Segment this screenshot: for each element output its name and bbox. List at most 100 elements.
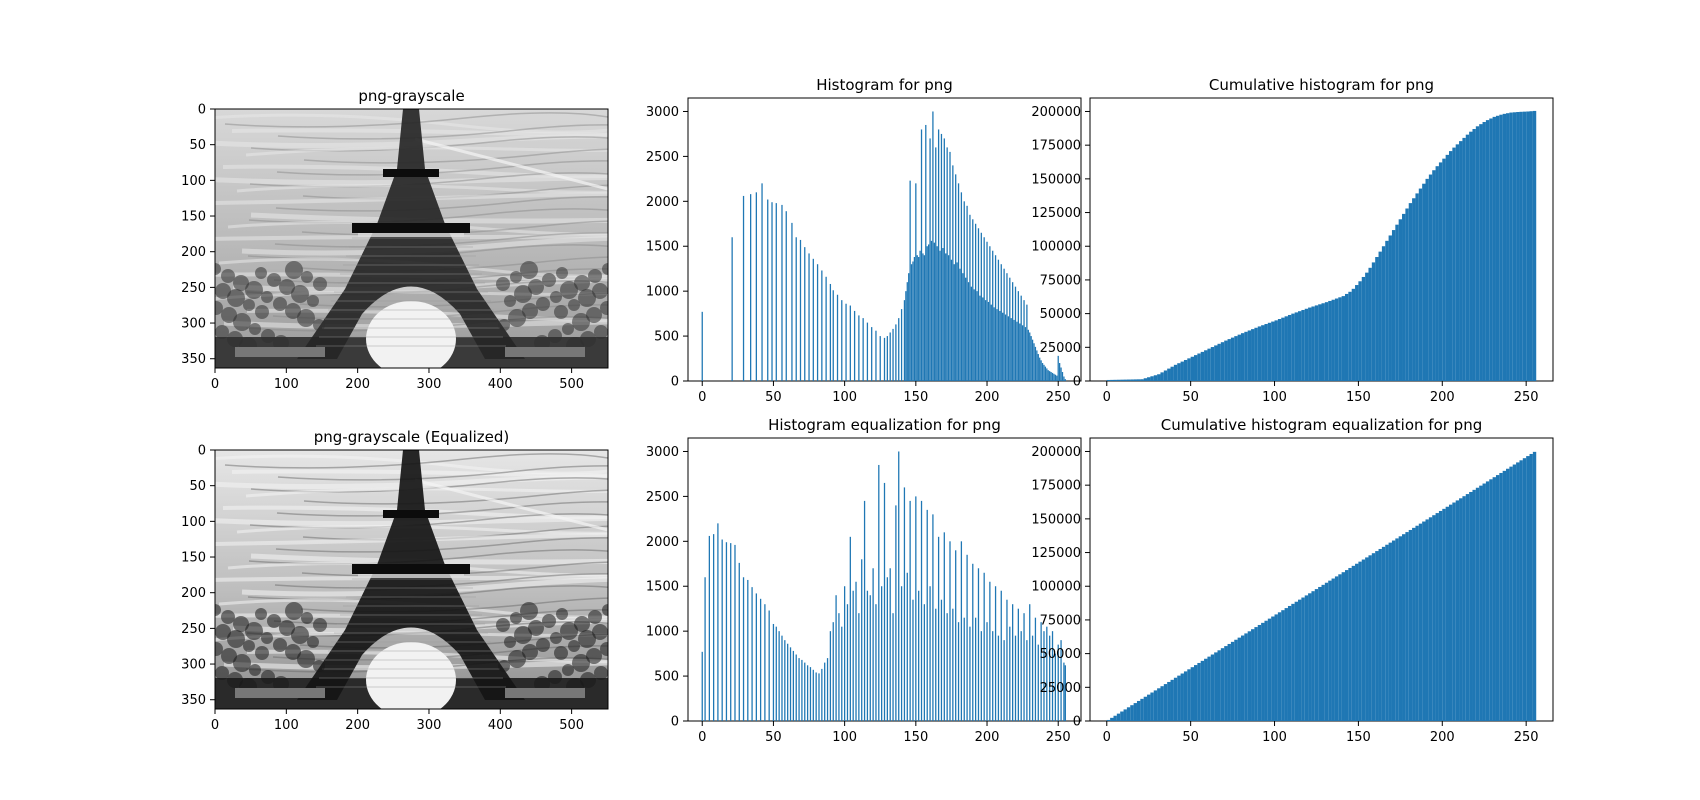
cumulative-bar [1432, 515, 1436, 721]
cumulative-bar [1224, 646, 1228, 721]
histogram-bar [923, 255, 926, 381]
cumulative-bar [1368, 267, 1372, 381]
tree-foliage [279, 279, 295, 295]
histogram-bar [1049, 371, 1051, 381]
tree-foliage [221, 610, 235, 624]
cumulative-bar [1402, 534, 1406, 721]
y-tick-label: 50 [189, 138, 206, 153]
cumulative-bar [1298, 599, 1302, 721]
y-tick-label: 150 [181, 551, 206, 566]
cumulative-bar [1398, 536, 1403, 721]
cumulative-bar [1512, 112, 1517, 381]
cumulative-bar [1495, 115, 1500, 381]
histogram-bar [997, 635, 1000, 721]
bench [235, 347, 325, 357]
cumulative-bar [1485, 481, 1490, 721]
histogram-bar [1064, 665, 1066, 721]
histogram-bar [836, 294, 839, 381]
tree-foliage [245, 281, 263, 299]
cumulative-bar [1442, 508, 1446, 721]
histogram-bar [1040, 360, 1042, 381]
tree-foliage [522, 644, 538, 660]
x-tick-label: 0 [698, 390, 706, 405]
histogram-bar [1007, 316, 1010, 381]
cumulative-bar [1177, 675, 1181, 721]
tree-foliage [578, 630, 596, 648]
cumulative-bar [1210, 654, 1215, 721]
histogram-bar [918, 257, 920, 381]
x-tick-label: 100 [832, 730, 857, 745]
histogram-bar [923, 604, 926, 721]
histogram-bar [920, 500, 923, 721]
y-tick-label: 150000 [1031, 512, 1081, 527]
y-tick-label: 150 [181, 210, 206, 225]
cumulative-bar [1240, 635, 1245, 721]
histogram-bar [945, 253, 947, 381]
histogram-bar [1050, 372, 1052, 381]
histogram-bar [1047, 370, 1049, 381]
cumulative-bar [1150, 376, 1154, 381]
histogram-bar [1020, 631, 1022, 721]
cumulative-bar [1361, 276, 1366, 381]
cloud-streak [250, 553, 608, 565]
tree-foliage [556, 608, 568, 620]
cumulative-bar [1516, 462, 1520, 721]
tree-foliage [227, 289, 245, 307]
cumulative-bar [1116, 713, 1121, 721]
cumulative-bar [1147, 694, 1151, 721]
tree-foliage [514, 626, 532, 644]
histogram-bar [960, 192, 963, 381]
histogram-bar [972, 563, 974, 721]
histogram-bar [937, 536, 940, 721]
cumulative-bar [1274, 320, 1278, 381]
histogram-bar [935, 608, 937, 721]
histogram-bar [959, 268, 961, 381]
cumulative-bar [1257, 624, 1262, 721]
cloud-streak [227, 220, 608, 236]
tree-foliage [522, 303, 538, 319]
cumulative-bar [1331, 578, 1335, 721]
cumulative-bar [1375, 551, 1379, 721]
x-tick-label: 100 [832, 390, 857, 405]
cumulative-bar [1348, 291, 1352, 381]
x-tick-label: 150 [1346, 390, 1371, 405]
cumulative-bar [1123, 709, 1127, 721]
y-tick-label: 200000 [1031, 105, 1081, 120]
cumulative-bar [1415, 525, 1419, 721]
histogram-bar [1004, 314, 1007, 381]
cumulative-bar [1465, 134, 1470, 381]
cumulative-bar [1291, 603, 1295, 721]
bench [505, 688, 585, 698]
cumulative-bar [1200, 351, 1205, 381]
cumulative-bar [1412, 527, 1416, 721]
tree-foliage [574, 275, 590, 291]
x-tick-label: 200 [345, 718, 370, 733]
cumulative-bar [1237, 637, 1241, 721]
cumulative-bar [1173, 364, 1178, 381]
tree-foliage [496, 618, 510, 632]
histogram-bar [906, 572, 908, 721]
cumulative-bar [1351, 565, 1356, 721]
histogram-bar [845, 303, 847, 381]
cumulative-bar [1459, 141, 1463, 381]
histogram-bar [983, 237, 985, 381]
cumulative-bar [1120, 379, 1124, 381]
cumulative-bar [1428, 517, 1433, 721]
histogram-bar [1006, 599, 1008, 721]
histogram-bar [977, 568, 980, 721]
histogram-bar [775, 203, 777, 381]
histogram-bar [1054, 653, 1057, 721]
y-tick-label: 2000 [646, 535, 679, 550]
cumulative-bar [1338, 574, 1342, 721]
histogram-bar [747, 579, 749, 721]
x-tick-label: 250 [1514, 730, 1539, 745]
cumulative-bar [1452, 502, 1456, 721]
histogram-bar [821, 270, 823, 381]
cumulative-bar [1472, 128, 1476, 381]
tree-foliage [572, 654, 590, 672]
cloud-streak [241, 576, 608, 597]
histogram-bar [932, 514, 934, 721]
cumulative-bar [1304, 308, 1309, 381]
histogram-bar [1027, 329, 1029, 381]
cumulative-bar [1448, 151, 1453, 381]
